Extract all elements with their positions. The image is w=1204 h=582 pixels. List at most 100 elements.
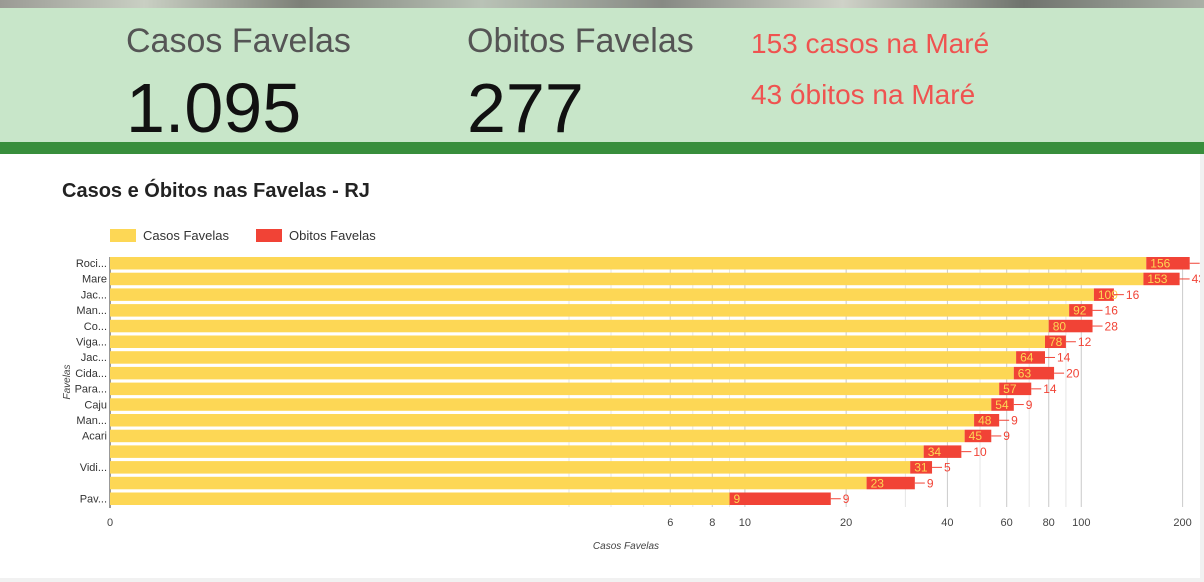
bar-deaths <box>991 398 1014 411</box>
y-category-label: Man... <box>76 415 107 427</box>
bar-cases <box>110 476 867 490</box>
data-label-deaths: 28 <box>1105 319 1119 333</box>
data-label-deaths: 9 <box>1026 398 1033 412</box>
green-divider <box>0 142 1204 154</box>
cases-kpi-label: Casos Favelas <box>126 22 351 60</box>
legend-label-cases: Casos Favelas <box>143 227 229 243</box>
data-label-deaths: 9 <box>1003 429 1010 443</box>
x-tick-label: 6 <box>667 517 673 529</box>
data-label-deaths: 20 <box>1066 366 1080 380</box>
data-label-deaths: 9 <box>843 492 850 506</box>
bar-cases <box>110 429 965 443</box>
cases-kpi-value: 1.095 <box>126 69 302 147</box>
deaths-kpi-label: Obitos Favelas <box>467 22 694 60</box>
bar-deaths <box>1069 304 1093 317</box>
bar-cases <box>110 445 924 458</box>
bar-cases <box>110 414 975 427</box>
x-tick-label: 0 <box>107 517 113 529</box>
data-label-deaths: 14 <box>1057 351 1071 365</box>
y-category-label: Man... <box>76 305 107 317</box>
data-label-deaths: 16 <box>1105 304 1119 318</box>
x-tick-label: 200 <box>1173 517 1191 529</box>
x-axis-title: Casos Favelas <box>593 541 659 552</box>
data-label-cases: 57 <box>1003 382 1017 396</box>
bar-deaths <box>1048 319 1093 333</box>
y-category-label: Caju <box>84 399 107 411</box>
y-category-label: Viga... <box>76 337 107 349</box>
data-label-cases: 54 <box>995 398 1009 412</box>
data-label-cases: 109 <box>1098 288 1118 302</box>
header-photo-strip <box>0 0 1204 8</box>
bar-deaths <box>1146 257 1190 270</box>
y-category-label: Cida... <box>75 368 107 380</box>
data-label-cases: 31 <box>914 461 928 475</box>
data-label-deaths: 14 <box>1043 382 1057 396</box>
chart-title: Casos e Óbitos nas Favelas - RJ <box>62 180 370 202</box>
y-category-label: Acari <box>82 431 107 443</box>
data-label-cases: 78 <box>1049 335 1063 349</box>
data-label-deaths: 12 <box>1078 335 1092 349</box>
bar-deaths <box>1045 335 1066 348</box>
data-label-deaths: 9 <box>927 476 934 490</box>
bar-cases <box>110 382 1000 396</box>
bar-cases <box>110 272 1144 286</box>
deaths-kpi-value: 277 <box>467 69 584 147</box>
legend-swatch-deaths <box>256 228 282 242</box>
bar-cases <box>110 257 1147 270</box>
bar-cases <box>110 366 1014 380</box>
legend-item-cases[interactable]: Casos Favelas <box>110 227 229 243</box>
y-category-label: Para... <box>75 384 107 396</box>
x-tick-label: 40 <box>941 517 953 529</box>
x-tick-label: 10 <box>739 517 751 529</box>
bar-deaths <box>964 429 992 443</box>
bar-deaths <box>1016 351 1046 364</box>
bar-deaths <box>729 492 831 505</box>
bar-deaths <box>910 461 933 474</box>
kpi-band: Casos Favelas 1.095 Obitos Favelas 277 1… <box>0 8 1204 147</box>
x-tick-label: 100 <box>1072 517 1090 529</box>
bar-cases <box>110 351 1017 364</box>
x-tick-label: 8 <box>709 517 715 529</box>
chart-card: Casos e Óbitos nas Favelas - RJ Casos Fa… <box>0 154 1200 578</box>
legend-label-deaths: Obitos Favelas <box>289 227 376 243</box>
x-tick-label: 20 <box>840 517 852 529</box>
bar-deaths <box>866 476 915 490</box>
bar-deaths <box>999 382 1032 396</box>
bar-cases <box>110 492 730 505</box>
y-category-label: Mare <box>82 274 107 286</box>
y-category-label: Vidi... <box>80 462 107 474</box>
chart-plot: 068102040608010020040015654Roci...15343M… <box>62 257 1200 553</box>
bar-deaths <box>1143 272 1180 286</box>
data-label-deaths: 5 <box>944 461 951 475</box>
data-label-deaths: 16 <box>1126 288 1140 302</box>
y-category-label: Roci... <box>76 258 107 270</box>
data-label-deaths: 43 <box>1192 272 1200 286</box>
data-label-cases: 34 <box>928 445 942 459</box>
y-category-label: Co... <box>84 321 107 333</box>
bar-cases <box>110 398 992 411</box>
data-label-cases: 9 <box>734 492 741 506</box>
y-category-label: Pav... <box>80 494 107 506</box>
bar-cases <box>110 335 1046 348</box>
data-label-cases: 80 <box>1053 319 1067 333</box>
legend-swatch-cases <box>110 228 136 242</box>
bar-cases <box>110 319 1049 333</box>
mare-cases-note: 153 casos na Maré <box>751 28 990 59</box>
data-label-cases: 92 <box>1073 304 1087 318</box>
data-label-cases: 64 <box>1020 351 1034 365</box>
legend-item-deaths[interactable]: Obitos Favelas <box>256 227 376 243</box>
mare-deaths-note: 43 óbitos na Maré <box>751 79 976 110</box>
bar-deaths <box>1013 366 1055 380</box>
bar-deaths <box>974 414 1000 427</box>
bar-cases <box>110 288 1094 301</box>
bar-cases <box>110 304 1070 317</box>
data-label-deaths: 10 <box>973 445 987 459</box>
y-axis-title: Favelas <box>62 364 73 399</box>
data-label-cases: 63 <box>1018 366 1032 380</box>
data-label-cases: 156 <box>1150 257 1170 271</box>
bar-deaths <box>1093 288 1114 301</box>
data-label-cases: 48 <box>978 414 992 428</box>
y-category-label: Jac... <box>81 289 107 301</box>
data-label-cases: 23 <box>871 476 885 490</box>
bar-deaths <box>923 445 962 458</box>
